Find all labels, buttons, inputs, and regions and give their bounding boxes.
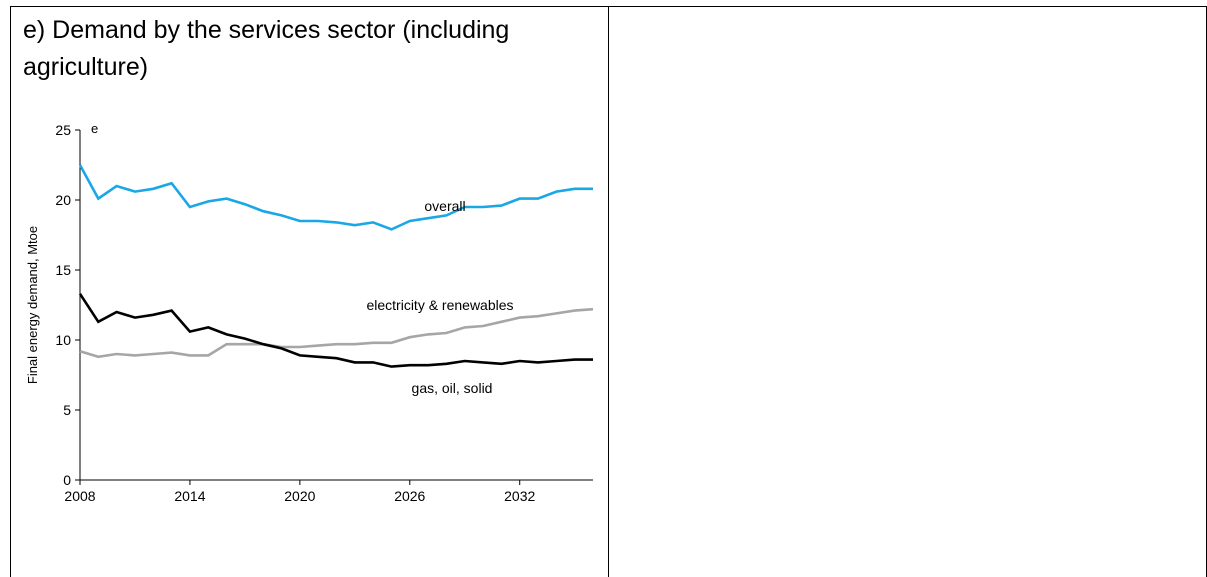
chart-title: e) Demand by the services sector (includ… [23,16,510,81]
x-tick-label: 2026 [394,488,425,504]
y-tick-label: 20 [55,192,71,208]
series-label: gas, oil, solid [412,380,493,396]
y-tick-label: 15 [55,262,71,278]
center-divider [608,6,609,577]
y-tick-label: 25 [55,122,71,138]
x-tick-label: 2014 [174,488,205,504]
y-tick-label: 0 [63,472,71,488]
corner-label: e [91,121,98,136]
series-line [78,164,593,231]
series-line [79,307,594,359]
x-tick-label: 2020 [284,488,315,504]
series-label: electricity & renewables [366,297,513,313]
y-tick-label: 10 [55,332,71,348]
x-tick-label: 2032 [504,488,535,504]
x-tick-label: 2008 [64,488,95,504]
series-label: overall [424,198,465,214]
y-tick-label: 5 [63,402,71,418]
left-border [10,6,11,577]
series-line [78,293,593,368]
y-axis-label: Final energy demand, Mtoe [25,226,40,384]
